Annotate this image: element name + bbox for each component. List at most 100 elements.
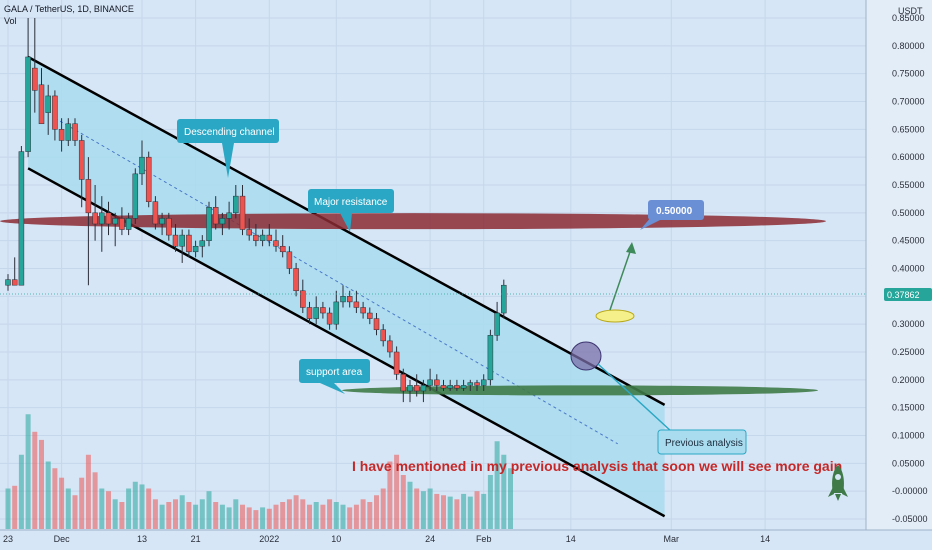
volume-bar [32,431,38,529]
volume-bar [487,475,493,529]
candle-body [139,156,145,175]
volume-bar [347,507,353,529]
candle-body [11,279,18,286]
volume-bar [45,461,51,529]
time-tick-label: Mar [664,534,680,544]
volume-bar [132,481,138,529]
candle-body [166,218,172,236]
candle-body [273,240,279,247]
candle-body [467,382,474,386]
volume-bar [146,488,152,529]
candle-body [407,385,413,392]
rocket-icon [828,465,848,501]
time-tick-label: 14 [760,534,770,544]
candle-body [179,234,185,247]
volume-bar [112,499,118,529]
time-tick-label: 14 [566,534,576,544]
candle-body [226,212,232,219]
previous-analysis-callout[interactable]: Previous analysis [657,429,747,455]
volume-bar [454,499,460,529]
candle-body [45,95,51,113]
volume-bar [447,496,453,529]
time-tick-label: Feb [476,534,492,544]
candle-body [99,212,105,225]
current-level-marker[interactable] [595,309,635,323]
candle-body [333,301,340,325]
previous-analysis-marker[interactable] [570,341,602,371]
price-tick-label: 0.85000 [892,13,925,23]
previous-analysis-label: Previous analysis [665,438,743,449]
candle-body [306,307,313,319]
volume-bar [501,454,507,529]
candle-body [145,156,152,202]
volume-bar [481,493,487,529]
volume-bar [39,439,44,529]
candle-body [192,245,199,253]
volume-bar [414,488,420,529]
price-tick-label: 0.65000 [892,124,925,134]
target-arrowhead [626,242,636,254]
candle-body [105,212,112,225]
descending-channel-callout[interactable]: Descending channel [177,119,279,178]
volume-bar [374,495,379,529]
candle-body [400,374,407,392]
candle-body [474,382,480,386]
candle-body [360,307,366,314]
price-tick-label: 0.60000 [892,152,925,162]
candle-body [112,218,118,225]
candle-body [65,123,72,141]
target-arrow [609,245,633,311]
candle-body [186,234,192,253]
candle-body [132,173,139,219]
volume-bar [327,499,333,529]
overlay-layer [0,242,866,433]
volume-bar [92,472,98,529]
volume-bar [166,502,172,529]
candle-body [206,207,212,241]
major-resistance-callout[interactable]: Major resistance [308,189,394,232]
candle-body [460,385,467,389]
time-tick-label: 24 [425,534,435,544]
volume-bar [179,495,185,529]
candle-body [427,379,433,386]
candle-body [119,218,125,230]
candle-body [454,385,460,389]
channel-upper-line[interactable] [27,55,666,406]
candle-body [259,234,266,241]
candle-body [18,151,25,286]
candle-body [219,218,226,225]
target-price-callout[interactable]: 0.50000 [640,200,704,230]
volume-bar [246,507,252,529]
price-tick-label: 0.70000 [892,97,925,107]
volume-label: Vol [4,16,17,26]
volume-bar [199,499,205,529]
volume-bar [420,491,426,529]
volume-bar [139,484,145,529]
candle-body [380,329,386,342]
support-area-callout[interactable]: support area [299,359,370,394]
candle-body [487,335,494,381]
candle-body [72,123,78,141]
support-zone[interactable] [342,385,818,396]
volume-bar [106,491,111,529]
price-tick-label: 0.30000 [892,319,925,329]
volume-bar [367,502,373,529]
price-tick-label: 0.55000 [892,180,925,190]
time-tick-label: 13 [137,534,147,544]
volume-bar [260,507,266,529]
volume-bar [79,477,85,529]
volume-bar [508,468,513,529]
volume-bar [313,502,319,529]
volume-bar [5,488,11,529]
volume-bar [387,461,393,529]
volume-bar [173,499,178,529]
price-axis[interactable] [866,0,932,530]
candle-body [172,234,179,247]
price-tick-label: 0.75000 [892,69,925,79]
price-tick-label: 0.20000 [892,375,925,385]
price-tick-label: 0.50000 [892,208,925,218]
candle-body [125,218,132,230]
candle-body [58,129,65,141]
candle-body [501,284,507,314]
